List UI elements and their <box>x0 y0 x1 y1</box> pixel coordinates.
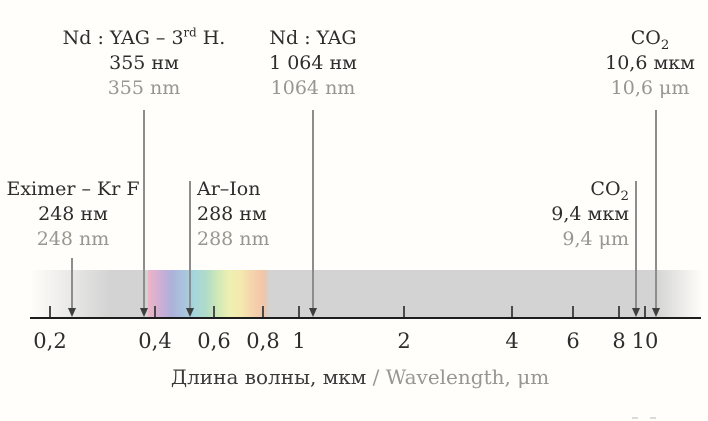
axis-tick-label-0-4: 0,4 <box>138 329 172 353</box>
axis-tick-2 <box>403 306 405 317</box>
visible-spectrum-gradient <box>148 270 270 318</box>
wavelength-arrow-line-co2-9-4 <box>635 181 637 308</box>
wavelength-arrow-head-co2-10-6 <box>652 308 660 317</box>
axis-tick-0-4 <box>154 306 156 317</box>
wavelength-arrow-head-co2-9-4 <box>632 308 640 317</box>
axis-tick-label-10: 10 <box>631 329 659 353</box>
wavelength-arrow-line-nd-yag-3rd-h <box>143 110 145 308</box>
laser-name-ar-ion: Ar–Ion <box>197 178 261 200</box>
axis-tick-1 <box>298 306 300 317</box>
laser-wavelength-en-ar-ion: 288 nm <box>197 228 270 250</box>
cropped-artifact-dash <box>632 417 638 419</box>
axis-tick-10 <box>644 306 646 317</box>
laser-label-nd-yag-3rd-h: Nd : YAG – 3rd H. 355 нм 355 nm <box>63 26 226 101</box>
axis-tick-label-0-2: 0,2 <box>33 329 67 353</box>
axis-tick-label-0-8: 0,8 <box>246 329 280 353</box>
x-axis-title-en: Wavelength, μm <box>385 365 550 389</box>
laser-wavelength-en-co2-9-4: 9,4 μm <box>562 228 629 250</box>
wavelength-arrow-line-ar-ion <box>189 181 191 308</box>
laser-wavelength-ru-ar-ion: 288 нм <box>197 203 267 225</box>
laser-wavelength-ru-co2-10-6: 10,6 мкм <box>605 52 695 74</box>
laser-wavelength-en-co2-10-6: 10,6 μm <box>610 77 690 99</box>
axis-tick-label-1: 1 <box>292 329 306 353</box>
laser-wavelength-en-nd-yag-3rd-h: 355 nm <box>107 77 181 99</box>
axis-tick-label-6: 6 <box>566 329 580 353</box>
laser-label-co2-10-6: CO2 10,6 мкм 10,6 μm <box>605 26 695 101</box>
laser-label-nd-yag: Nd : YAG 1 064 нм 1064 nm <box>269 26 357 101</box>
laser-name-co2-9-4: CO2 <box>590 178 629 204</box>
axis-tick-0-8 <box>262 306 264 317</box>
axis-tick-0-2 <box>49 306 51 317</box>
wavelength-arrow-line-eximer-krf <box>71 258 73 308</box>
laser-wavelength-ru-co2-9-4: 9,4 мкм <box>551 203 629 225</box>
laser-name-nd-yag-3rd-h: Nd : YAG – 3rd H. <box>62 25 226 49</box>
laser-wavelength-en-eximer-krf: 248 nm <box>36 228 110 250</box>
wavelength-arrow-line-nd-yag <box>312 110 314 308</box>
laser-name-eximer-krf: Eximer – Kr F <box>6 178 140 200</box>
laser-label-co2-9-4: CO2 9,4 мкм 9,4 μm <box>551 177 629 252</box>
cropped-artifact-dash <box>650 417 656 419</box>
axis-tick-4 <box>511 306 513 317</box>
laser-name-co2-10-6: CO2 <box>630 27 670 53</box>
axis-tick-label-2: 2 <box>397 329 411 353</box>
laser-label-ar-ion: Ar–Ion 288 нм 288 nm <box>197 177 270 252</box>
wavelength-band <box>30 270 703 318</box>
wavelength-arrow-line-co2-10-6 <box>655 110 657 308</box>
laser-wavelength-ru-eximer-krf: 248 нм <box>38 203 108 225</box>
laser-wavelength-ru-nd-yag: 1 064 нм <box>269 52 357 74</box>
axis-tick-8 <box>618 306 620 317</box>
wavelength-arrow-head-nd-yag <box>309 308 317 317</box>
axis-tick-0-6 <box>213 306 215 317</box>
axis-tick-6 <box>572 306 574 317</box>
laser-wavelength-ru-nd-yag-3rd-h: 355 нм <box>109 52 179 74</box>
x-axis-title-separator: / <box>366 365 386 389</box>
axis-tick-label-8: 8 <box>612 329 626 353</box>
x-axis-title-ru: Длина волны, мкм <box>170 365 367 389</box>
x-axis-line <box>30 317 701 319</box>
wavelength-arrow-head-eximer-krf <box>68 308 76 317</box>
laser-name-nd-yag: Nd : YAG <box>269 27 357 49</box>
axis-tick-label-0-6: 0,6 <box>197 329 231 353</box>
wavelength-arrow-head-nd-yag-3rd-h <box>140 308 148 317</box>
laser-label-eximer-krf: Eximer – Kr F 248 нм 248 nm <box>6 177 139 252</box>
laser-wavelength-en-nd-yag: 1064 nm <box>270 77 356 99</box>
axis-tick-label-4: 4 <box>505 329 519 353</box>
x-axis-title: Длина волны, мкм / Wavelength, μm <box>171 365 549 389</box>
wavelength-arrow-head-ar-ion <box>186 308 194 317</box>
